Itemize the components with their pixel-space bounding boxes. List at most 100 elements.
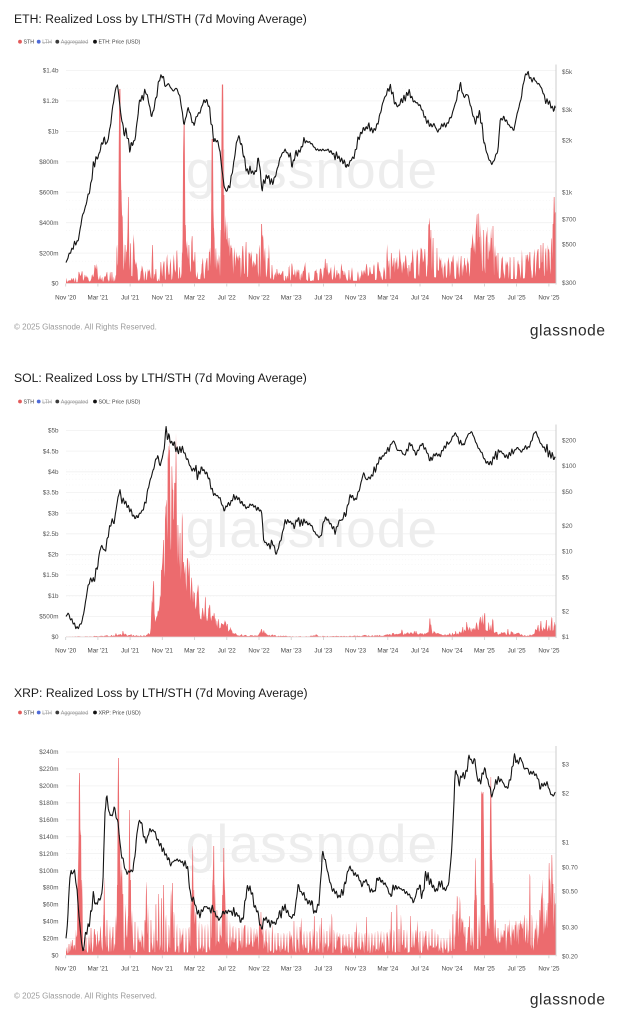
svg-text:$100: $100 (562, 463, 577, 470)
svg-text:$140m: $140m (39, 834, 58, 841)
svg-text:Mar '21: Mar '21 (87, 966, 108, 973)
svg-text:© 2025 Glassnode. All Rights R: © 2025 Glassnode. All Rights Reserved. (14, 992, 157, 1001)
svg-text:SOL: Price (USD): SOL: Price (USD) (99, 400, 141, 406)
svg-text:Nov '23: Nov '23 (345, 295, 367, 302)
svg-text:Mar '21: Mar '21 (87, 295, 108, 302)
svg-text:$120m: $120m (39, 851, 58, 858)
svg-text:STH: STH (24, 400, 35, 406)
svg-text:Jul '24: Jul '24 (411, 648, 430, 655)
svg-text:Mar '22: Mar '22 (184, 648, 205, 655)
svg-text:$1b: $1b (48, 593, 59, 600)
svg-text:$2: $2 (562, 609, 570, 616)
svg-text:$2: $2 (562, 790, 570, 797)
svg-text:Jul '24: Jul '24 (411, 295, 430, 302)
svg-text:Nov '24: Nov '24 (442, 295, 464, 302)
svg-text:Mar '23: Mar '23 (281, 295, 302, 302)
svg-text:$200: $200 (562, 438, 577, 445)
svg-text:$1.4b: $1.4b (43, 68, 59, 75)
svg-text:$0.50: $0.50 (562, 889, 578, 896)
svg-text:$20m: $20m (43, 936, 59, 943)
svg-text:glassnode: glassnode (530, 992, 606, 1009)
svg-text:$160m: $160m (39, 817, 58, 824)
svg-text:$1.5b: $1.5b (43, 572, 59, 579)
svg-text:Jul '22: Jul '22 (218, 648, 237, 655)
svg-text:Nov '20: Nov '20 (55, 295, 77, 302)
svg-text:XRP: Price (USD): XRP: Price (USD) (99, 711, 141, 717)
svg-text:$220m: $220m (39, 766, 58, 773)
svg-text:Mar '22: Mar '22 (184, 295, 205, 302)
svg-text:Mar '24: Mar '24 (377, 648, 398, 655)
svg-text:Jul '23: Jul '23 (314, 966, 333, 973)
svg-text:Mar '23: Mar '23 (281, 966, 302, 973)
svg-text:Jul '22: Jul '22 (218, 966, 237, 973)
svg-text:STH: STH (24, 711, 35, 717)
svg-text:SOL: Realized Loss by LTH/STH: SOL: Realized Loss by LTH/STH (7d Moving… (14, 371, 307, 385)
svg-text:$800m: $800m (39, 159, 58, 166)
svg-text:$1b: $1b (48, 129, 59, 136)
svg-text:Aggregated: Aggregated (61, 40, 88, 46)
svg-text:Nov '24: Nov '24 (442, 648, 464, 655)
svg-text:© 2025 Glassnode. All Rights R: © 2025 Glassnode. All Rights Reserved. (14, 323, 157, 332)
svg-text:$0: $0 (51, 953, 59, 960)
svg-text:Mar '25: Mar '25 (474, 648, 495, 655)
svg-text:Nov '23: Nov '23 (345, 966, 367, 973)
svg-text:Nov '22: Nov '22 (248, 966, 270, 973)
svg-text:$100m: $100m (39, 868, 58, 875)
svg-text:$500m: $500m (39, 614, 58, 621)
svg-text:$600m: $600m (39, 189, 58, 196)
svg-text:$0: $0 (51, 281, 59, 288)
svg-text:ETH: Realized Loss by LTH/STH: ETH: Realized Loss by LTH/STH (7d Moving… (14, 12, 307, 26)
svg-text:$20: $20 (562, 523, 573, 530)
svg-text:XRP: Realized Loss by LTH/STH: XRP: Realized Loss by LTH/STH (7d Moving… (14, 686, 308, 700)
svg-text:Nov '21: Nov '21 (152, 648, 174, 655)
svg-text:Aggregated: Aggregated (61, 711, 88, 717)
svg-text:$200m: $200m (39, 250, 58, 257)
svg-text:Jul '23: Jul '23 (314, 295, 333, 302)
svg-text:LTH: LTH (42, 40, 52, 46)
svg-text:$180m: $180m (39, 800, 58, 807)
svg-text:$1: $1 (562, 634, 570, 641)
svg-text:$3.5b: $3.5b (43, 490, 59, 497)
svg-text:Nov '24: Nov '24 (442, 966, 464, 973)
svg-text:Mar '24: Mar '24 (377, 295, 398, 302)
svg-text:$5k: $5k (562, 69, 573, 76)
svg-text:Jul '25: Jul '25 (508, 648, 527, 655)
svg-text:Nov '20: Nov '20 (55, 648, 77, 655)
svg-text:Nov '23: Nov '23 (345, 648, 367, 655)
svg-text:$80m: $80m (43, 885, 59, 892)
svg-text:Jul '23: Jul '23 (314, 648, 333, 655)
svg-text:$3: $3 (562, 762, 570, 769)
svg-text:$2b: $2b (48, 552, 59, 559)
svg-text:LTH: LTH (42, 711, 52, 717)
svg-text:Nov '22: Nov '22 (248, 648, 270, 655)
svg-text:$5b: $5b (48, 428, 59, 435)
svg-text:glassnode: glassnode (186, 500, 438, 559)
svg-text:ETH: Price (USD): ETH: Price (USD) (99, 40, 141, 46)
svg-text:$1k: $1k (562, 190, 573, 197)
svg-text:$0: $0 (51, 634, 59, 641)
svg-text:Jul '21: Jul '21 (121, 648, 140, 655)
svg-text:Jul '24: Jul '24 (411, 966, 430, 973)
svg-text:$0.30: $0.30 (562, 925, 578, 932)
svg-text:Jul '25: Jul '25 (508, 295, 527, 302)
svg-text:Nov '20: Nov '20 (55, 966, 77, 973)
svg-text:$200m: $200m (39, 783, 58, 790)
svg-text:Nov '25: Nov '25 (538, 966, 560, 973)
svg-text:$3b: $3b (48, 510, 59, 517)
svg-text:Mar '23: Mar '23 (281, 648, 302, 655)
svg-text:Mar '24: Mar '24 (377, 966, 398, 973)
svg-text:Mar '22: Mar '22 (184, 966, 205, 973)
svg-text:$4b: $4b (48, 469, 59, 476)
svg-text:glassnode: glassnode (530, 323, 606, 340)
svg-text:$1: $1 (562, 840, 570, 847)
svg-text:Mar '25: Mar '25 (474, 295, 495, 302)
svg-text:$240m: $240m (39, 749, 58, 756)
svg-text:Nov '25: Nov '25 (538, 648, 560, 655)
svg-text:Mar '21: Mar '21 (87, 648, 108, 655)
svg-text:$50: $50 (562, 489, 573, 496)
svg-text:Nov '25: Nov '25 (538, 295, 560, 302)
svg-text:Jul '21: Jul '21 (121, 966, 140, 973)
svg-text:$40m: $40m (43, 919, 59, 926)
svg-text:$2.5b: $2.5b (43, 531, 59, 538)
svg-text:Mar '25: Mar '25 (474, 966, 495, 973)
